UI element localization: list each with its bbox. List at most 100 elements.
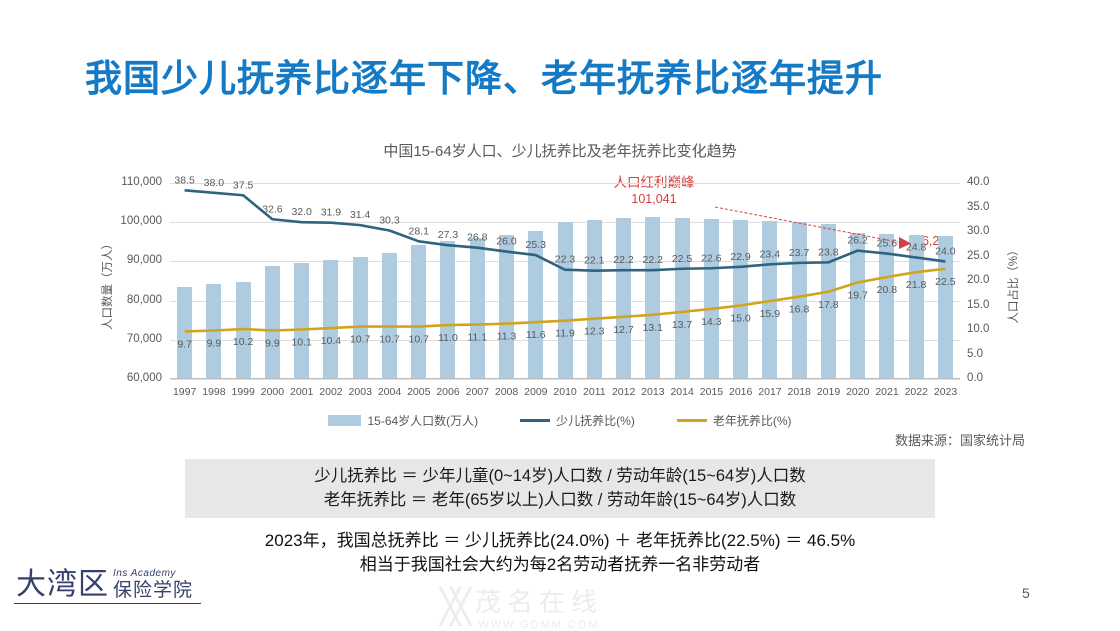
data-label: 9.7: [177, 338, 192, 350]
year-label: 1998: [202, 386, 226, 398]
year-label: 2019: [816, 386, 841, 398]
population-bar: [381, 252, 397, 378]
right-axis-tick: 30.0: [967, 225, 990, 237]
data-label: 21.8: [906, 279, 927, 291]
right-axis-tick: 25.0: [967, 249, 990, 262]
legend-item: 老年抚养比(%): [676, 412, 792, 429]
ins-academy-logo: 大湾区 Ins Academy 保险学院: [14, 568, 202, 604]
legend-item: 少儿抚养比(%): [520, 412, 635, 429]
annotation-peak-value: 101,041: [631, 192, 677, 206]
left-axis-tick: 110,000: [121, 176, 162, 188]
logo-text-small: 保险学院: [113, 580, 194, 601]
data-label: 38.5: [174, 174, 195, 186]
left-axis-tick: 60,000: [126, 372, 162, 384]
year-label: 2005: [407, 386, 431, 398]
data-label: 14.3: [701, 316, 722, 328]
year-label: 2023: [933, 386, 958, 398]
data-label: 11.1: [467, 332, 487, 344]
population-bar: [177, 287, 193, 378]
data-source: 数据来源：国家统计局: [894, 433, 1025, 448]
year-label: 2020: [846, 386, 870, 398]
data-label: 10.2: [233, 336, 254, 348]
population-bar: [264, 265, 280, 378]
watermark-url: WWW.GDMM.COM: [478, 619, 600, 631]
year-label: 2022: [904, 386, 928, 398]
year-label: 2018: [787, 386, 811, 398]
population-bar: [850, 232, 866, 378]
population-bar: [733, 220, 749, 378]
year-label: 2014: [670, 386, 694, 398]
year-label: 2010: [553, 386, 577, 398]
year-label: 2012: [611, 386, 636, 398]
population-bar: [528, 231, 544, 378]
data-label: 37.5: [233, 179, 254, 191]
data-label: 11.6: [526, 329, 546, 341]
right-axis-tick: 40.0: [967, 176, 990, 188]
year-label: 1997: [172, 386, 197, 398]
annotation-arrow: [714, 206, 899, 243]
definition-child: 少儿抚养比 ＝ 少年儿童(0~14岁)人口数 / 劳动年龄(15~64岁)人口数: [314, 467, 806, 485]
year-label: 1999: [231, 386, 255, 398]
year-label: 2008: [494, 386, 519, 398]
data-label: 10.7: [350, 334, 371, 346]
summary-line-2: 相当于我国社会大约为每2名劳动者抚养一名非劳动者: [359, 555, 761, 574]
year-label: 2006: [436, 386, 460, 398]
elderly-ratio-line: [184, 267, 946, 333]
line-chart-svg: 38.5 38.0 37.5 32.6 32.0 31.9 31.4 30.3 28.1 27.3…: [174, 174, 956, 350]
data-label: 12.7: [613, 324, 634, 336]
legend-label: 少儿抚养比(%): [556, 414, 635, 428]
population-bar: [703, 218, 719, 378]
summary-line-1: 2023年，我国总抚养比 ＝ 少儿抚养比(24.0%) ＋ 老年抚养比(22.5…: [264, 531, 856, 550]
year-label: 2009: [524, 386, 548, 398]
data-label: 10.4: [321, 335, 342, 347]
population-bar: [791, 221, 807, 378]
data-label: 20.8: [877, 284, 898, 296]
right-axis-tick: 0.0: [967, 372, 983, 384]
legend-swatch: [520, 419, 551, 422]
right-axis-tick: 35.0: [967, 200, 990, 213]
data-label: 23.8: [818, 246, 839, 258]
data-label: 22.5: [672, 253, 693, 265]
data-label: 19.7: [847, 289, 868, 301]
data-label: 31.4: [350, 209, 371, 221]
data-label: 13.7: [672, 319, 693, 331]
population-bar: [586, 220, 602, 378]
data-label: 38.0: [204, 177, 225, 189]
child-ratio-line: [184, 189, 946, 273]
annotation-arrowhead: [899, 237, 911, 249]
data-label: 12.3: [584, 326, 605, 338]
data-label: 16.8: [789, 304, 810, 316]
watermark-icon: ╳╳: [440, 587, 471, 626]
data-label: 23.4: [760, 248, 781, 260]
year-label: 2001: [290, 386, 314, 398]
data-label: 22.3: [555, 254, 576, 266]
data-label: 17.8: [818, 299, 839, 311]
chart-title: 中国15-64岁人口、少儿抚养比及老年抚养比变化趋势: [383, 143, 737, 160]
data-label: 9.9: [265, 337, 280, 349]
watermark: ╳╳ 茂名在线 WWW.GDMM.COM: [440, 582, 603, 631]
data-label: 25.6: [877, 238, 898, 250]
data-label: 25.3: [526, 239, 547, 251]
data-label: 11.0: [438, 332, 458, 344]
year-label: 2013: [641, 386, 665, 398]
population-bar: [323, 259, 339, 378]
annotation-label: 人口红利巅峰: [613, 175, 695, 190]
data-label: 26.0: [496, 236, 517, 248]
watermark-text: 茂名在线: [474, 587, 603, 617]
data-label: 22.5: [935, 276, 956, 288]
data-label: 22.2: [643, 254, 664, 266]
data-label: 15.0: [730, 313, 751, 325]
population-bar: [616, 218, 632, 378]
gridline: [170, 379, 960, 380]
population-bar: [674, 218, 690, 378]
right-axis-title: 人口占比（%）: [1008, 244, 1020, 324]
data-label: 11.3: [497, 331, 517, 343]
population-bar: [469, 238, 485, 378]
data-label: 13.1: [643, 322, 664, 334]
left-axis-tick: 100,000: [120, 215, 162, 228]
page-title: 我国少儿抚养比逐年下降、老年抚养比逐年提升: [85, 58, 883, 99]
population-bar: [411, 244, 427, 378]
logo-text-en: Ins Academy: [113, 568, 176, 579]
right-axis-tick: 10.0: [967, 323, 990, 335]
